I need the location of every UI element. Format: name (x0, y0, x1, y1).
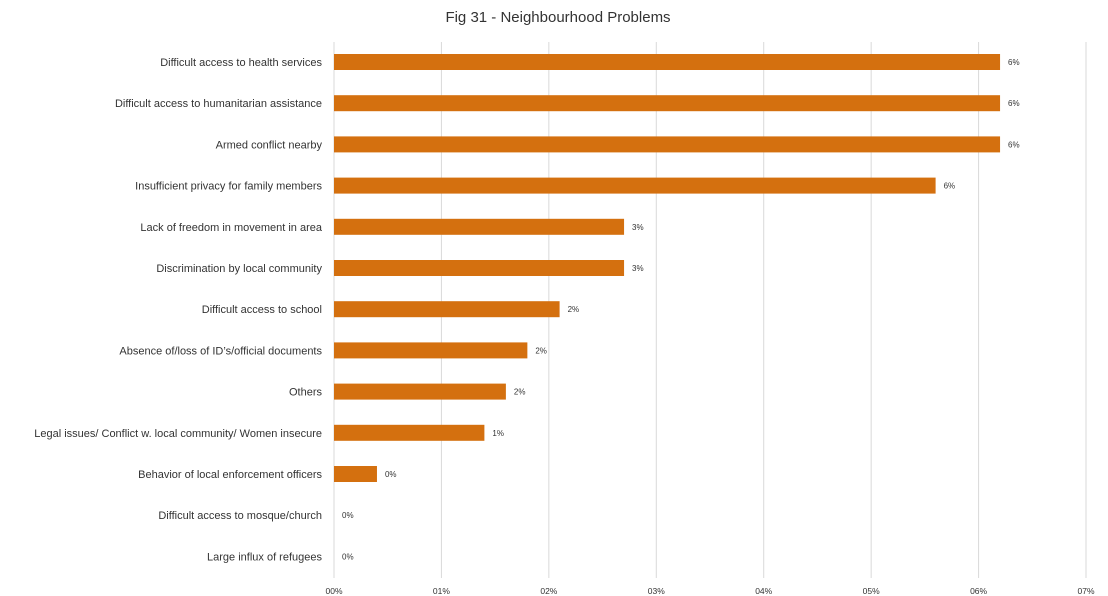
data-label: 3% (632, 223, 644, 232)
x-axis-tick-labels: 00% 01% 02% 03% 04% 05% 06% 07% (325, 586, 1094, 596)
data-label: 1% (492, 429, 504, 438)
category-label: Behavior of local enforcement officers (138, 469, 322, 481)
chart-title: Fig 31 - Neighbourhood Problems (445, 9, 670, 26)
x-tick-label: 07% (1077, 586, 1094, 596)
category-label: Difficult access to mosque/church (158, 510, 322, 522)
data-label: 0% (385, 470, 397, 479)
bar (334, 424, 485, 441)
category-label: Large influx of refugees (207, 551, 322, 563)
bar (334, 342, 528, 359)
bars (334, 54, 1001, 482)
data-label: 2% (535, 346, 547, 355)
data-label: 6% (1008, 99, 1020, 108)
data-labels: 6% 6% 6% 6% 3% 3% 2% 2% 2% 1% 0% 0% 0% (342, 58, 1020, 561)
category-label: Others (289, 387, 323, 399)
bar (334, 95, 1001, 112)
category-label: Insufficient privacy for family members (135, 181, 322, 193)
data-label: 3% (632, 264, 644, 273)
category-label: Discrimination by local community (156, 263, 322, 275)
data-label: 6% (1008, 140, 1020, 149)
bar (334, 383, 506, 400)
data-label: 2% (568, 305, 580, 314)
bar (334, 301, 560, 318)
category-label: Difficult access to health services (160, 57, 322, 69)
x-tick-label: 00% (325, 586, 342, 596)
data-label: 6% (944, 182, 956, 191)
x-tick-label: 06% (970, 586, 987, 596)
category-label: Difficult access to school (202, 304, 322, 316)
x-tick-label: 05% (863, 586, 880, 596)
data-label: 6% (1008, 58, 1020, 67)
bar (334, 466, 377, 482)
bar (334, 136, 1001, 153)
bar (334, 177, 936, 194)
data-label: 0% (342, 511, 354, 520)
bar (334, 218, 625, 235)
x-tick-label: 03% (648, 586, 665, 596)
category-labels: Difficult access to health services Diffi… (34, 57, 323, 563)
category-label: Difficult access to humanitarian assista… (115, 98, 322, 110)
category-label: Lack of freedom in movement in area (140, 222, 322, 234)
data-label: 2% (514, 388, 526, 397)
x-tick-label: 04% (755, 586, 772, 596)
category-label: Armed conflict nearby (216, 139, 323, 151)
category-label: Legal issues/ Conflict w. local communit… (34, 428, 322, 440)
x-tick-label: 02% (540, 586, 557, 596)
category-label: Absence of/loss of ID’s/official documen… (119, 345, 322, 357)
data-label: 0% (342, 552, 354, 561)
bar (334, 54, 1001, 70)
bar (334, 260, 625, 276)
x-tick-label: 01% (433, 586, 450, 596)
